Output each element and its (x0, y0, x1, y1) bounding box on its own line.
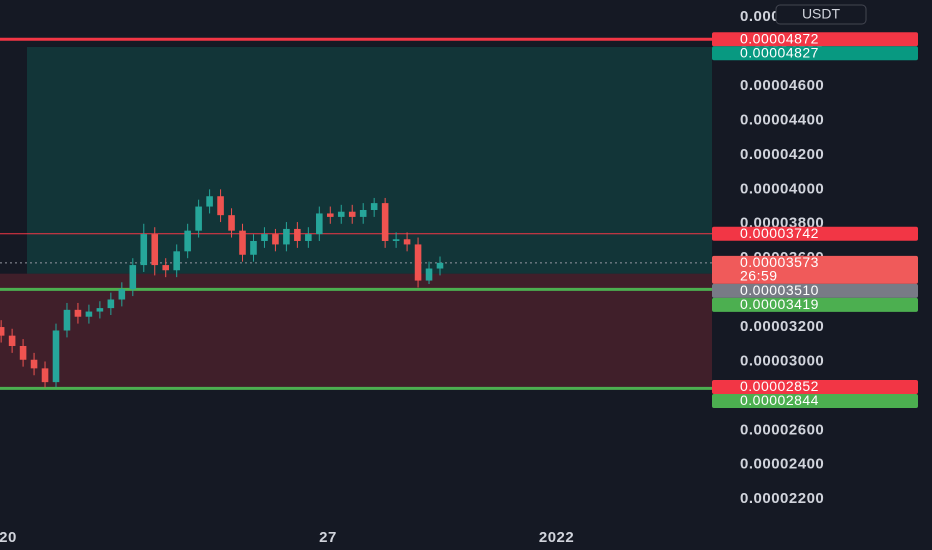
y-tick-label: 0.00002200 (740, 490, 824, 507)
candle-body (41, 368, 49, 383)
candle-body (370, 203, 378, 210)
y-tick-label: 0.00003200 (740, 318, 824, 335)
x-tick-label: 27 (319, 529, 337, 546)
price-badge-label: 0.00003510 (740, 282, 819, 298)
price-badge (712, 297, 918, 312)
candle-body (8, 335, 16, 346)
y-tick-label: 0.00002600 (740, 421, 824, 438)
candle-body (74, 309, 82, 317)
candle-body (403, 239, 411, 245)
y-tick-label: 0.00002400 (740, 456, 824, 473)
candle-body (250, 240, 257, 255)
y-tick-label: 0.00003000 (740, 352, 824, 369)
candle-body (239, 230, 246, 255)
price-badge (712, 283, 918, 298)
candle-body (348, 211, 356, 217)
price-badge (712, 226, 918, 241)
candle-body (272, 234, 279, 245)
candle-body (129, 265, 137, 290)
candle-body (425, 268, 433, 281)
candle-body (305, 234, 312, 241)
candle-body (0, 327, 5, 336)
currency-box[interactable] (775, 4, 867, 25)
y-tick-label: 0.00004600 (740, 77, 824, 94)
candle-body (316, 213, 323, 235)
candle-body (30, 359, 38, 369)
candle-body (326, 213, 334, 217)
candle-body (359, 210, 367, 217)
candle-body (392, 239, 400, 241)
price-badge-label: 0.00004827 (740, 44, 819, 60)
y-tick-label: 0.00004400 (740, 111, 824, 128)
candle-body (140, 234, 148, 266)
price-badge-label: 0.00004872 (740, 30, 819, 46)
candle-body (414, 244, 422, 281)
price-badge-label: 0.00003419 (740, 296, 819, 312)
candle-body (294, 228, 301, 241)
price-badge (712, 393, 918, 408)
zones (0, 46, 712, 387)
candle-body (184, 230, 191, 252)
candle-body (151, 234, 159, 266)
price-badge (712, 255, 918, 284)
x-tick-label: 2022 (539, 529, 574, 546)
y-tick-label: 0.00004200 (740, 146, 824, 163)
candle-body (52, 330, 60, 383)
candle-body (206, 196, 213, 207)
candle-body (261, 234, 268, 241)
y-tick-label: 0.00004000 (740, 180, 824, 197)
price-badge-label: 0.00003742 (740, 225, 819, 241)
candle-body (118, 289, 126, 300)
candle-body (436, 262, 444, 269)
price-badge (712, 379, 918, 394)
candle-body (96, 308, 104, 312)
candle-body (19, 345, 27, 360)
candle-body (217, 196, 224, 216)
price-badge-label: 0.00002844 (740, 392, 819, 408)
candle-body (228, 215, 235, 231)
target-zone (27, 46, 712, 274)
candle-body (381, 203, 389, 241)
x-tick-label: 20 (0, 529, 17, 546)
candle-body (63, 309, 71, 331)
price-badge-label: 0.00003573 (740, 254, 819, 270)
candle-body (337, 211, 345, 217)
countdown: 26:59 (740, 268, 778, 284)
candle-body (107, 299, 115, 309)
candle-body (173, 251, 180, 271)
candle-body (283, 228, 290, 245)
price-badge (712, 32, 918, 47)
price-badge-label: 0.00002852 (740, 378, 819, 394)
candles (0, 189, 444, 388)
price-badge (712, 46, 918, 61)
candle-body (195, 206, 202, 231)
candle-body (162, 265, 170, 271)
candle-body (85, 311, 93, 317)
currency: USDT (802, 6, 841, 22)
